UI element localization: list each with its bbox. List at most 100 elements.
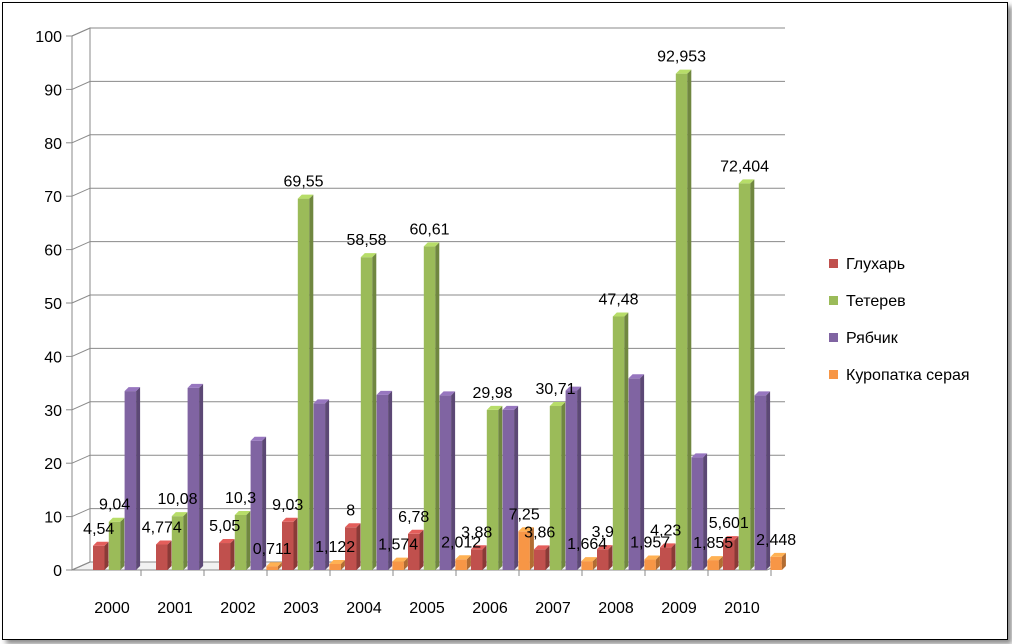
data-label: 9,04 <box>99 497 130 514</box>
bar-top <box>345 523 361 528</box>
data-label: 3,88 <box>461 524 492 541</box>
data-label: 9,03 <box>272 497 303 514</box>
bar-front <box>455 559 467 570</box>
bar <box>738 179 755 570</box>
legend-item: Тетерев <box>829 293 906 310</box>
bar <box>187 383 204 570</box>
bar-side <box>451 391 456 570</box>
data-label: 0,711 <box>253 541 292 558</box>
bar-side <box>734 536 739 570</box>
bar-front <box>219 543 231 570</box>
bar-top <box>723 536 739 541</box>
bar-side <box>230 539 235 570</box>
bar-side <box>482 545 487 570</box>
data-label: 4,774 <box>142 520 182 537</box>
y-tick-label: 90 <box>44 82 62 99</box>
bar-top <box>518 527 534 532</box>
bar-front <box>329 564 341 570</box>
bar-front <box>313 403 326 570</box>
bar-side <box>356 523 361 570</box>
bar-front <box>754 395 767 570</box>
bar-top <box>565 386 582 391</box>
bar-top <box>108 517 125 522</box>
bar <box>219 539 235 570</box>
bar-top <box>502 405 519 410</box>
bar-front <box>187 387 200 570</box>
bar-top <box>471 545 487 550</box>
bar-front <box>423 246 436 571</box>
bar-side <box>246 510 251 570</box>
gridlines <box>71 27 785 571</box>
bar-front <box>250 440 263 570</box>
legend-swatch <box>829 296 838 305</box>
bar-side <box>136 387 141 570</box>
bar-side <box>703 453 708 570</box>
bar-side <box>498 405 503 570</box>
bar-front <box>376 394 389 570</box>
x-tick-label: 2010 <box>724 600 760 617</box>
y-tick-label: 100 <box>35 29 62 46</box>
bar-side <box>262 436 267 570</box>
bar-front <box>297 198 310 570</box>
bar-side <box>403 557 408 570</box>
bar <box>234 510 251 570</box>
bar-top <box>250 436 267 441</box>
bar-top <box>628 374 645 379</box>
bar-side <box>781 552 786 570</box>
bar-top <box>423 242 440 247</box>
gridline <box>71 294 785 304</box>
y-tick-label: 50 <box>44 296 62 313</box>
bar-top <box>392 557 408 562</box>
x-tick-label: 2007 <box>535 600 571 617</box>
bar-top <box>675 69 692 74</box>
legend-item: Глухарь <box>829 256 905 273</box>
bar-front <box>660 547 672 570</box>
bar-top <box>597 545 613 550</box>
bar-front <box>707 560 719 570</box>
data-label: 6,78 <box>398 509 429 526</box>
data-label: 69,55 <box>284 174 324 191</box>
bar-side <box>183 512 188 570</box>
gridline <box>71 401 785 411</box>
bar-side <box>419 529 424 570</box>
data-label: 10,08 <box>158 491 198 508</box>
bar-side <box>766 391 771 570</box>
y-tick-label: 70 <box>44 189 62 206</box>
bar-side <box>340 560 345 570</box>
bar <box>376 390 393 570</box>
x-tick-label: 2006 <box>472 600 508 617</box>
bar-side <box>466 555 471 570</box>
bar <box>502 405 519 570</box>
legend-item: Куропатка серая <box>829 367 970 384</box>
bar-top <box>124 387 141 392</box>
bar <box>93 541 109 570</box>
data-label: 92,953 <box>657 49 706 66</box>
bar <box>612 312 629 570</box>
bar <box>329 560 345 570</box>
bar-front <box>723 540 735 570</box>
bar <box>408 529 424 570</box>
data-label: 2,012 <box>441 534 481 551</box>
bar-front <box>691 457 704 570</box>
bar-top <box>439 391 456 396</box>
bar-front <box>234 514 247 570</box>
bar-top <box>660 543 676 548</box>
y-tick-label: 60 <box>44 243 62 260</box>
bar-front <box>628 378 641 570</box>
bar-top <box>549 402 566 407</box>
bar <box>360 253 377 570</box>
bar-front <box>345 527 357 570</box>
bar-top <box>93 541 109 546</box>
bar-front <box>644 559 656 570</box>
bar-front <box>534 549 546 570</box>
bars <box>93 69 786 571</box>
data-label: 1,855 <box>693 535 733 552</box>
bar-front <box>360 257 373 570</box>
gridline <box>71 134 785 144</box>
bar-front <box>439 395 452 570</box>
legend-label: Тетерев <box>846 293 906 310</box>
bar-front <box>565 390 578 570</box>
bar <box>581 557 597 570</box>
bar-top <box>329 560 345 565</box>
data-label: 29,98 <box>473 385 513 402</box>
